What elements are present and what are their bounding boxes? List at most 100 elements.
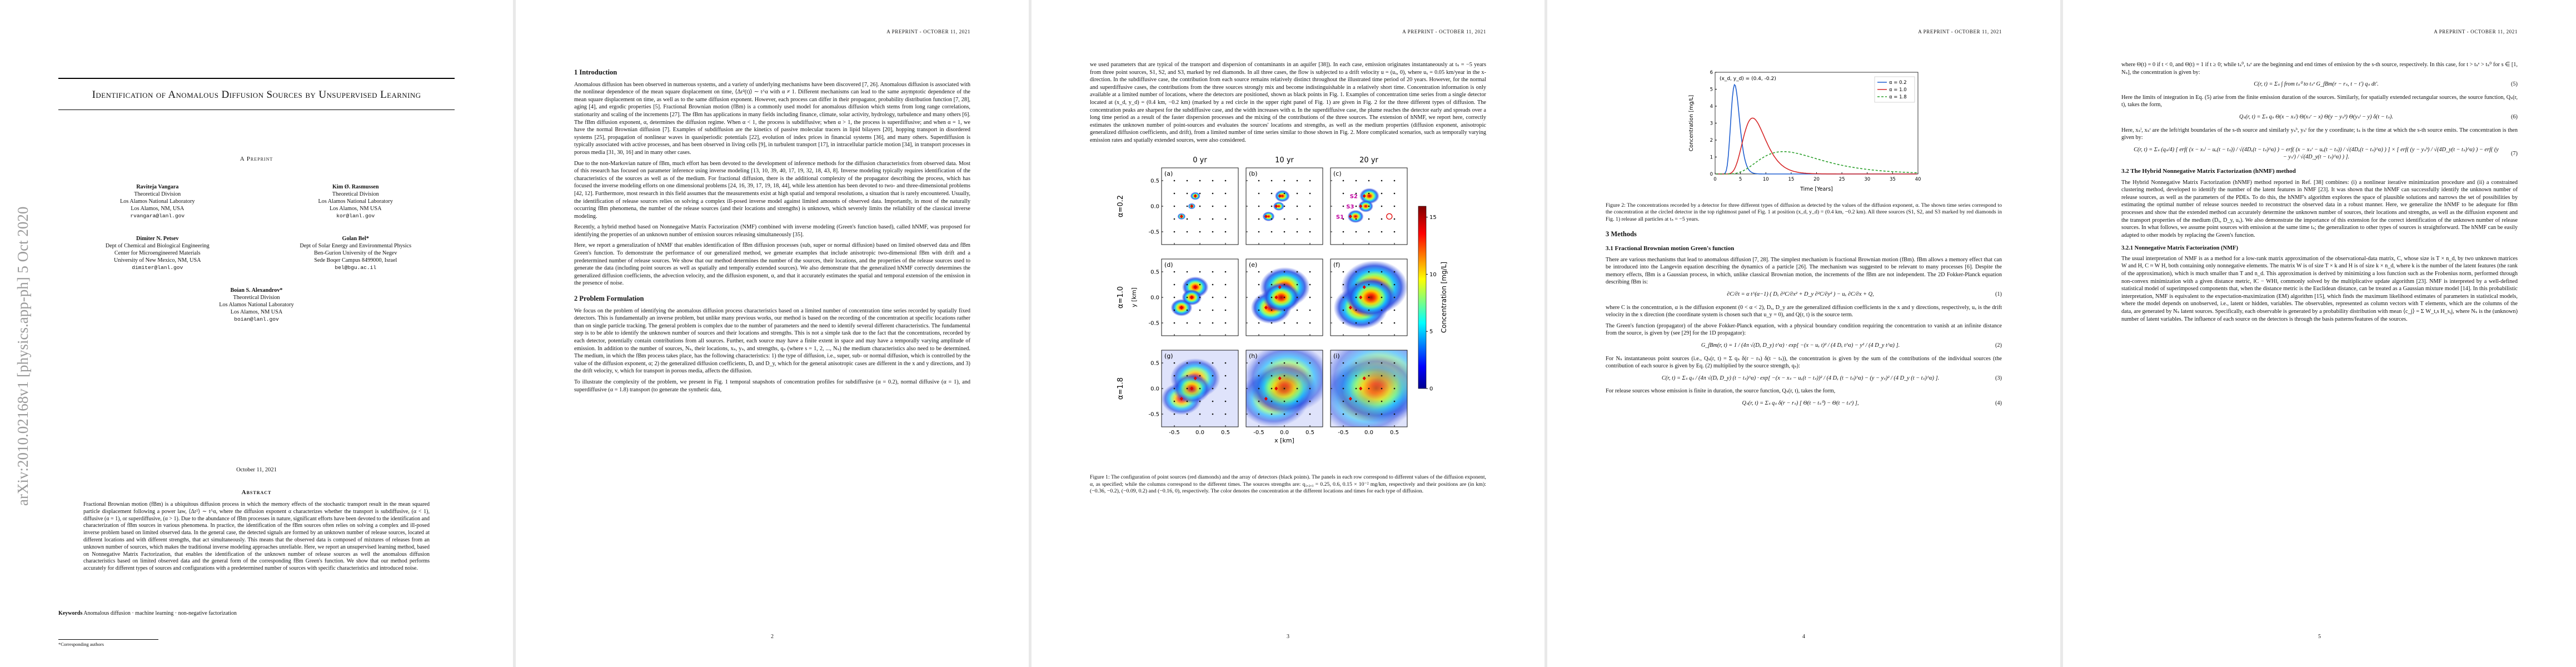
detector	[1283, 231, 1285, 232]
x-tick-label: 0.5	[1390, 430, 1399, 436]
detector	[1224, 180, 1226, 181]
source-marker	[1189, 386, 1193, 391]
detector	[1368, 309, 1369, 311]
detector	[1258, 271, 1259, 272]
equation: C(r, t) = Σₛ ∫ from tₛ⁰ to tₛᵉ G_fBm(r −…	[2121, 81, 2518, 88]
y-tick-label: 0.0	[1150, 203, 1159, 210]
paragraph: Here, we report a generalization of hNMF…	[574, 242, 970, 287]
detector	[1381, 205, 1382, 207]
detector	[1258, 231, 1259, 232]
panel: (d) -0.5 0.0 0.5	[1148, 258, 1238, 336]
detector	[1309, 375, 1311, 376]
detector	[1296, 192, 1298, 194]
equation: C(r, t) = Σₛ qₛ / (4π √(Dₓ D_y) (t − tₛ)…	[1606, 375, 2002, 382]
detector	[1199, 205, 1200, 207]
equation-number: (7)	[2510, 150, 2518, 157]
detector	[1309, 296, 1311, 298]
detector	[1173, 309, 1175, 311]
detector	[1212, 205, 1213, 207]
detector	[1283, 296, 1285, 298]
detector	[1296, 271, 1298, 272]
detector	[1270, 375, 1272, 376]
page-number: 5	[2318, 634, 2321, 640]
page: A preprint - October 11, 2021 3 we used pa…	[1032, 0, 1544, 667]
detector	[1186, 192, 1188, 194]
detector	[1212, 218, 1213, 220]
detector	[1212, 375, 1213, 376]
paragraph: We focus on the problem of identifying t…	[574, 307, 970, 375]
paragraph: Here, xₛˡ, xₛʳ are the left/right bounda…	[2121, 127, 2518, 141]
plume-blob	[1262, 282, 1300, 312]
detector	[1186, 218, 1188, 220]
source-label: S3	[1346, 204, 1354, 210]
detector	[1173, 413, 1175, 415]
x-tick-label: 0.0	[1364, 430, 1373, 436]
detector	[1283, 413, 1285, 415]
detector	[1309, 271, 1311, 272]
detector	[1368, 180, 1369, 181]
detector	[1212, 271, 1213, 272]
detector	[1173, 322, 1175, 323]
detector	[1381, 387, 1382, 389]
detector	[1368, 296, 1369, 298]
detector	[1199, 271, 1200, 272]
detector	[1309, 322, 1311, 323]
source-marker	[1193, 376, 1197, 380]
detector	[1296, 387, 1298, 389]
detector	[1381, 309, 1382, 311]
detector	[1186, 296, 1188, 298]
detector	[1381, 271, 1382, 272]
paragraph: The Green's function (propagator) of the…	[1606, 322, 2002, 337]
y-tick-label: -0.5	[1148, 411, 1159, 417]
source-marker	[1193, 285, 1197, 289]
detector	[1342, 387, 1344, 389]
subsubsection-heading: 3.2.1 Nonnegative Matrix Factorization (…	[2121, 245, 2238, 252]
detector	[1224, 205, 1226, 207]
panel: S1 S2 S3 (c)	[1330, 167, 1407, 245]
paragraph: To illustrate the complexity of the prob…	[574, 379, 970, 393]
detector	[1224, 271, 1226, 272]
figure-2: 0 5 10 15 20 25 30 35 40 0 1 2 3 4 5 6 Time [Years] Conce…	[1688, 70, 1921, 192]
plume-blob	[1274, 190, 1290, 202]
source-marker	[1278, 193, 1282, 198]
detector	[1258, 283, 1259, 285]
subsection-heading: 3.1 Fractional Brownian motion Green's f…	[1606, 245, 1735, 252]
source-marker	[1278, 285, 1282, 289]
author-email: boian@lanl.gov	[234, 316, 279, 322]
detector	[1342, 271, 1344, 272]
legend-label: α = 1.0	[1889, 87, 1907, 93]
detector	[1258, 322, 1259, 323]
detector	[1296, 362, 1298, 364]
detector	[1173, 180, 1175, 181]
detector	[1212, 192, 1213, 194]
detector	[1393, 362, 1395, 364]
source-marker	[1358, 295, 1362, 300]
row-label: α=0.2	[1117, 195, 1125, 217]
detector	[1393, 296, 1395, 298]
detector	[1381, 400, 1382, 402]
author: Kim Ø. Rasmussen Theoretical Division Los …	[257, 183, 455, 220]
detector	[1186, 205, 1188, 207]
detector	[1342, 413, 1344, 415]
paragraph: where Θ(t) = 0 if t < 0, and Θ(t) = 1 if…	[2121, 62, 2518, 76]
detector	[1258, 413, 1259, 415]
plume-blob	[1273, 201, 1284, 211]
equation: Qₛ(r, t) = Σₛ qₛ δ(r − rₛ) [ Θ(t − tₛ⁰) …	[1606, 400, 2002, 407]
plume	[1347, 187, 1379, 223]
x-tick-label: 40	[1915, 177, 1921, 182]
panel: (e)	[1245, 258, 1323, 336]
author-affiliation: Theoretical Division	[332, 191, 379, 197]
detector	[1368, 192, 1369, 194]
detector	[1283, 180, 1285, 181]
panel: (b)	[1245, 167, 1323, 245]
figure-1: 0 yr 10 yr 20 yrα=0.2(a)-0.50.00.5(b)S1S2S…	[1117, 156, 1448, 444]
curve	[1716, 117, 1917, 175]
source-marker	[1348, 214, 1352, 218]
detector	[1393, 192, 1395, 194]
equation-body: Qₛ(r, t) = Σₛ qₛ Θ(x − xₛˡ) Θ(xₛʳ − x) Θ…	[2239, 113, 2394, 120]
author-affiliation: Theoretical Division	[233, 295, 280, 301]
detector	[1381, 218, 1382, 220]
page: A preprint - October 11, 2021 5 where Θ(t)…	[2063, 0, 2576, 667]
running-header: A preprint - October 11, 2021	[1402, 29, 1486, 34]
detector	[1199, 309, 1200, 311]
